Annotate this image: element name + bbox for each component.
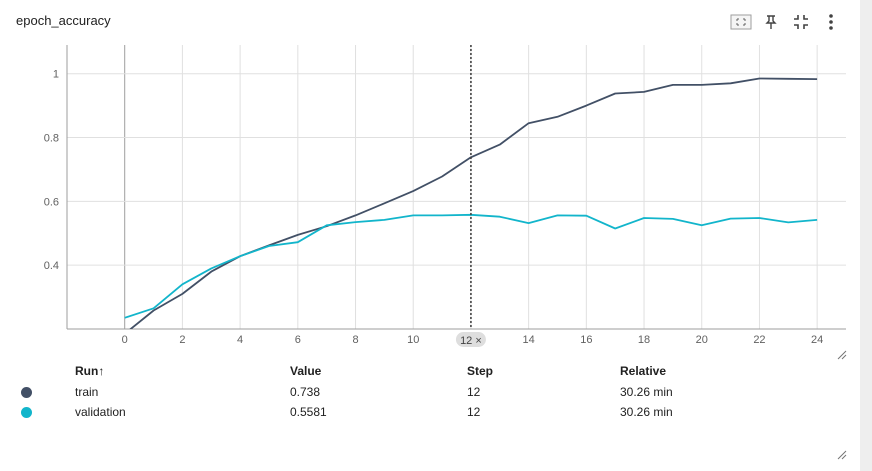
scrollbar-track[interactable] bbox=[860, 0, 872, 471]
y-tick-labels: 0.4 0.6 0.8 1 bbox=[44, 69, 59, 272]
card-title: epoch_accuracy bbox=[16, 13, 111, 28]
run-name: validation bbox=[75, 405, 126, 419]
x-tick-label: 10 bbox=[407, 334, 419, 346]
collapse-icon bbox=[794, 15, 808, 29]
table-row: train 0.738 12 30.26 min bbox=[0, 382, 820, 402]
chart-resize-handle[interactable] bbox=[837, 350, 847, 360]
hover-step-badge: 12 × bbox=[455, 332, 486, 347]
tooltip-resize-handle[interactable] bbox=[837, 450, 847, 460]
x-tick-label: 6 bbox=[295, 334, 301, 346]
more-options-button[interactable] bbox=[816, 9, 846, 35]
x-tick-label: 0 bbox=[122, 334, 128, 346]
run-name: train bbox=[75, 385, 99, 399]
run-step: 12 bbox=[467, 385, 481, 399]
accuracy-chart[interactable]: 0.40.60.81 0 2 4 6 8 10 14 16 18 20 22 24 12 × bbox=[0, 0, 860, 360]
run-value: 0.5581 bbox=[290, 405, 327, 419]
more-vert-icon bbox=[829, 14, 833, 30]
y-tick-label: 0.6 bbox=[44, 196, 59, 208]
x-tick-labels: 0 2 4 6 8 10 14 16 18 20 22 24 bbox=[122, 334, 824, 346]
tooltip-header-row: Run↑ Value Step Relative bbox=[0, 360, 820, 382]
table-row: validation 0.5581 12 30.26 min bbox=[0, 402, 820, 422]
step-column-header: Step bbox=[467, 364, 494, 378]
x-tick-label: 24 bbox=[811, 334, 823, 346]
value-column-header: Value bbox=[290, 364, 322, 378]
x-tick-label: 16 bbox=[580, 334, 592, 346]
run-column-header[interactable]: Run↑ bbox=[75, 364, 105, 378]
x-tick-label: 8 bbox=[352, 334, 358, 346]
collapse-button[interactable] bbox=[786, 9, 816, 35]
run-step: 12 bbox=[467, 405, 481, 419]
x-tick-label: 2 bbox=[179, 334, 185, 346]
y-tick-label: 1 bbox=[53, 69, 59, 81]
sort-arrow-icon: ↑ bbox=[98, 364, 105, 378]
grid bbox=[67, 45, 846, 329]
card-toolbar bbox=[726, 9, 846, 35]
x-tick-label: 20 bbox=[696, 334, 708, 346]
series-color-dot bbox=[21, 407, 32, 419]
x-tick-label: 4 bbox=[237, 334, 243, 346]
x-tick-label: 14 bbox=[523, 334, 535, 346]
run-relative: 30.26 min bbox=[620, 385, 673, 399]
fit-to-data-icon bbox=[730, 14, 752, 30]
series-color-dot bbox=[21, 387, 32, 399]
y-tick-label: 0.4 bbox=[44, 260, 59, 272]
fit-to-data-button[interactable] bbox=[726, 9, 756, 35]
hover-step-label: 12 × bbox=[460, 335, 482, 347]
pin-icon bbox=[765, 15, 777, 29]
pin-button[interactable] bbox=[756, 9, 786, 35]
run-relative: 30.26 min bbox=[620, 405, 673, 419]
x-tick-label: 22 bbox=[753, 334, 765, 346]
run-value: 0.738 bbox=[290, 385, 321, 399]
tooltip-table: Run↑ Value Step Relative train 0.738 12 … bbox=[0, 360, 820, 422]
relative-column-header: Relative bbox=[620, 364, 667, 378]
y-tick-label: 0.8 bbox=[44, 133, 59, 145]
x-tick-label: 18 bbox=[638, 334, 650, 346]
